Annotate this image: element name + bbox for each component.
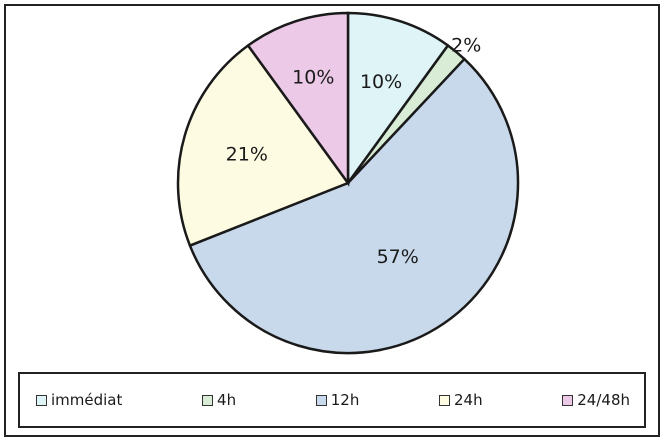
data-label-24h: 21% <box>226 144 268 166</box>
pie-slice-24-48h <box>246 11 350 187</box>
pie-slice-24h <box>176 43 350 248</box>
legend-label: 12h <box>330 391 360 409</box>
legend-swatch <box>36 394 47 406</box>
legend-item: 24h <box>439 391 483 409</box>
legend: immédiat 4h 12h 24h 24/48h <box>18 372 646 428</box>
pie-slice-imm-diat <box>346 11 450 187</box>
data-label-4h: 2% <box>451 35 481 57</box>
legend-label: immédiat <box>51 391 123 409</box>
data-label-imm-diat: 10% <box>360 71 402 93</box>
legend-label: 24h <box>454 391 483 409</box>
legend-item: 12h <box>315 391 360 409</box>
legend-item: immédiat <box>36 391 122 409</box>
legend-label: 4h <box>217 391 237 409</box>
pie-chart: 10% 2% 57% 21% 10% <box>176 11 520 355</box>
chart-frame: 10% 2% 57% 21% 10% immédiat 4h 12h 24h 24/48h <box>4 4 660 437</box>
legend-item: 24/48h <box>562 391 630 409</box>
legend-item: 4h <box>202 391 236 409</box>
data-label-24-48h: 10% <box>292 66 334 88</box>
legend-swatch <box>562 394 574 406</box>
legend-label: 24/48h <box>577 391 630 409</box>
legend-swatch <box>439 394 451 406</box>
pie-slice-12h <box>188 57 520 355</box>
data-label-12h: 57% <box>377 246 419 268</box>
legend-swatch <box>315 394 327 406</box>
legend-swatch <box>202 394 214 406</box>
